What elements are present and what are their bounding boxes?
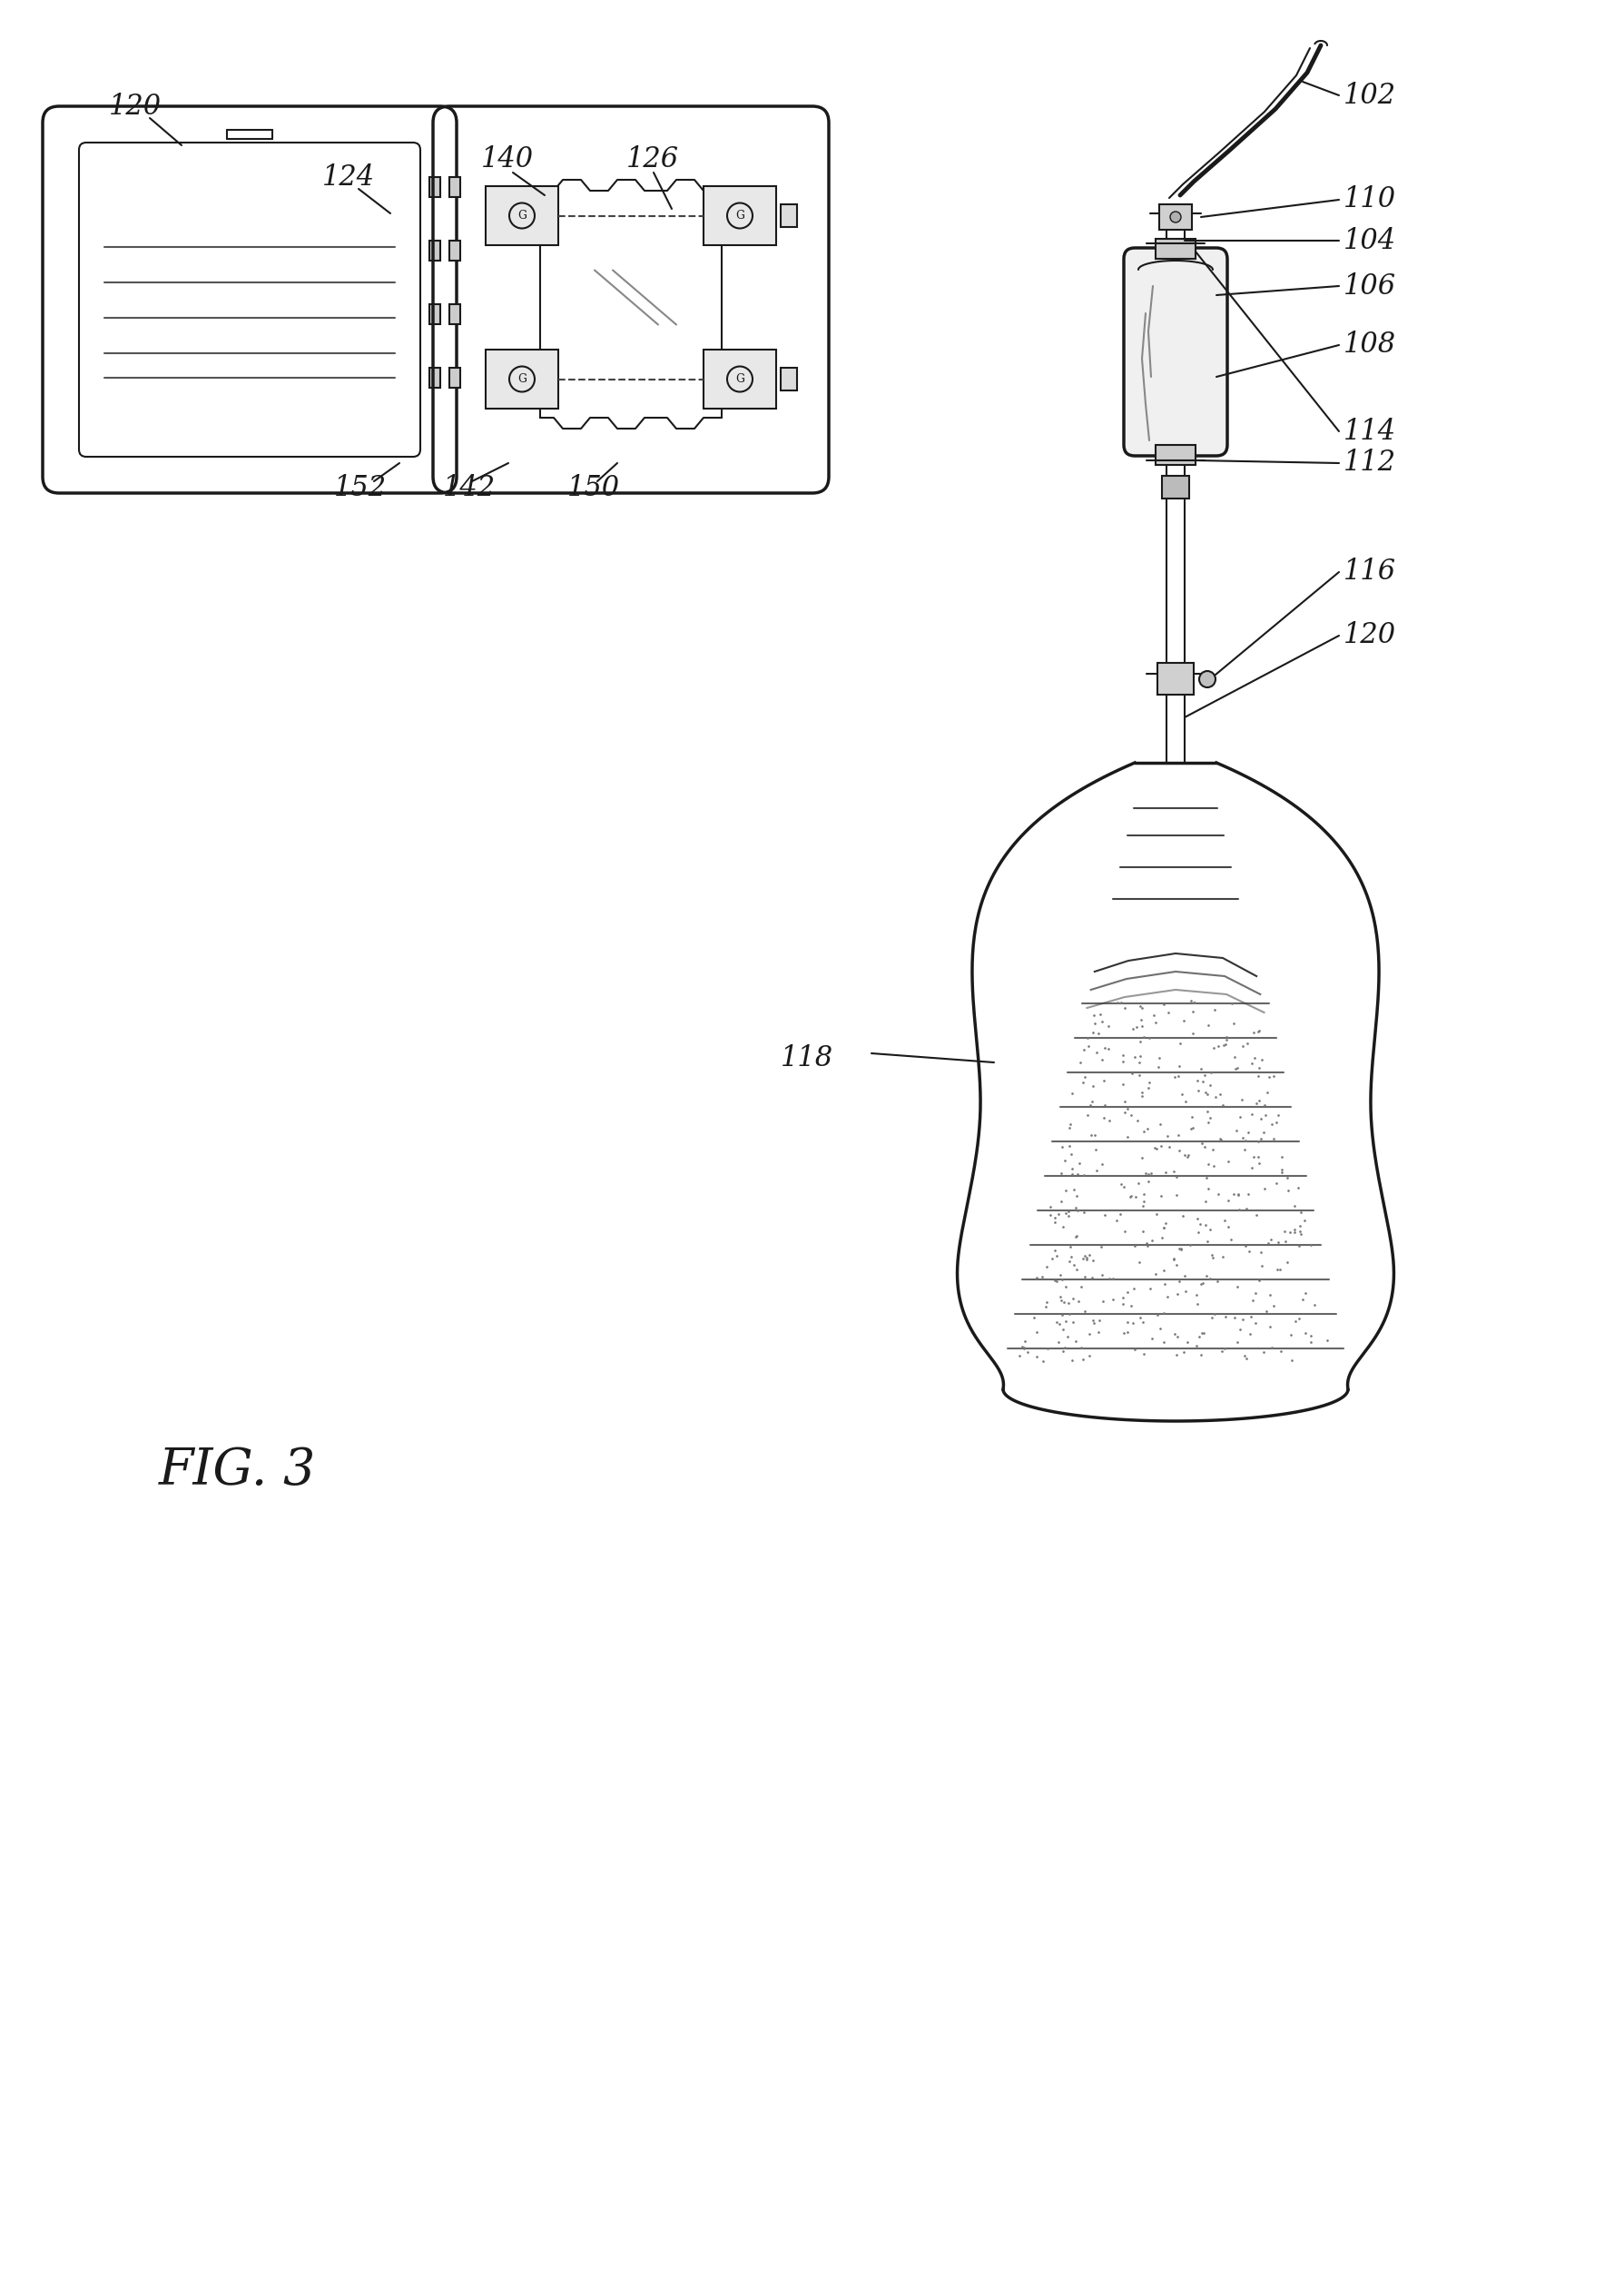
Bar bbox=[486, 186, 559, 245]
Bar bbox=[780, 369, 797, 389]
Bar bbox=[429, 369, 440, 387]
Bar bbox=[1155, 238, 1195, 259]
Text: 150: 150 bbox=[567, 474, 620, 502]
Bar bbox=[1155, 444, 1195, 465]
Bar bbox=[780, 204, 797, 227]
Bar bbox=[486, 351, 559, 408]
Text: 120: 120 bbox=[1343, 621, 1395, 651]
Bar bbox=[1158, 204, 1192, 229]
Text: G: G bbox=[516, 373, 526, 385]
Text: 104: 104 bbox=[1343, 227, 1395, 254]
Bar bbox=[429, 305, 440, 323]
Text: FIG. 3: FIG. 3 bbox=[159, 1446, 317, 1496]
Bar bbox=[703, 351, 776, 408]
Text: 126: 126 bbox=[625, 144, 679, 174]
Text: 102: 102 bbox=[1343, 80, 1395, 110]
Bar bbox=[703, 186, 776, 245]
Text: 114: 114 bbox=[1343, 417, 1395, 444]
Bar bbox=[429, 176, 440, 197]
Text: 108: 108 bbox=[1343, 330, 1395, 360]
Text: G: G bbox=[516, 211, 526, 222]
Circle shape bbox=[1169, 211, 1181, 222]
Text: 120: 120 bbox=[109, 94, 162, 121]
Text: G: G bbox=[736, 373, 744, 385]
Bar bbox=[1156, 662, 1194, 694]
Text: 124: 124 bbox=[322, 163, 375, 190]
Text: 140: 140 bbox=[481, 144, 534, 174]
Text: 112: 112 bbox=[1343, 449, 1395, 477]
Bar bbox=[450, 176, 460, 197]
Bar bbox=[450, 241, 460, 261]
Text: 110: 110 bbox=[1343, 186, 1395, 213]
Text: 118: 118 bbox=[780, 1045, 833, 1072]
Bar bbox=[429, 241, 440, 261]
Text: 106: 106 bbox=[1343, 273, 1395, 300]
Text: 116: 116 bbox=[1343, 559, 1395, 586]
Text: 142: 142 bbox=[443, 474, 495, 502]
Bar bbox=[450, 305, 460, 323]
Text: G: G bbox=[736, 211, 744, 222]
Bar bbox=[1161, 477, 1189, 499]
Text: 152: 152 bbox=[335, 474, 387, 502]
FancyBboxPatch shape bbox=[1124, 247, 1226, 456]
Circle shape bbox=[1199, 671, 1215, 687]
Bar bbox=[450, 369, 460, 387]
